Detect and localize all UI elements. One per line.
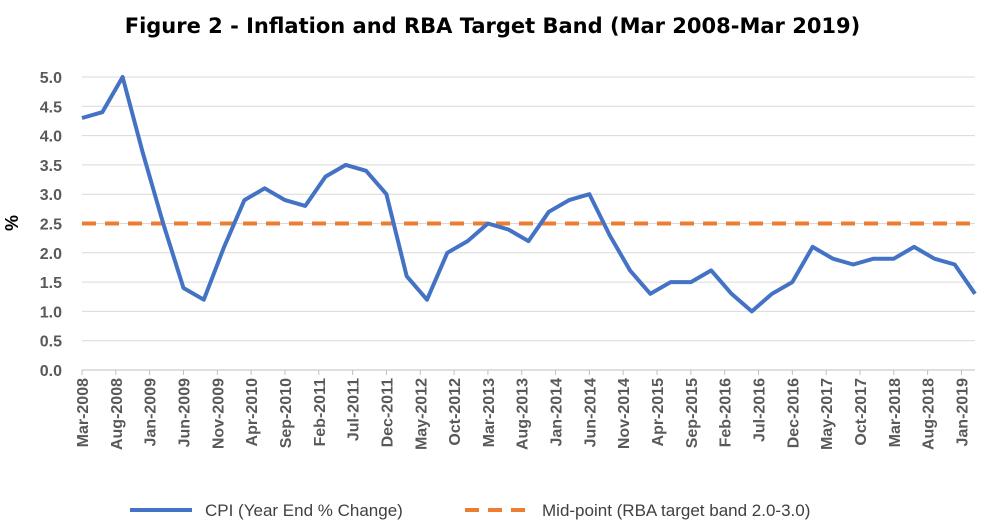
y-tick-label: 1.5 bbox=[40, 275, 62, 292]
y-tick-label: 3.5 bbox=[40, 158, 62, 175]
series-group bbox=[81, 75, 977, 314]
x-tick-label: Jul-2016 bbox=[752, 378, 769, 442]
x-tick-label: Dec-2011 bbox=[379, 378, 396, 447]
x-tick-label: Apr-2010 bbox=[244, 378, 261, 447]
y-axis-ticks: 0.0 0.5 1.0 1.5 2.0 2.5 3.0 3.5 4.0 4.5 5.0 bbox=[40, 70, 62, 380]
x-tick-label: Nov-2014 bbox=[616, 378, 633, 449]
x-tick-label: Aug-2008 bbox=[109, 378, 126, 450]
series-line-0 bbox=[81, 75, 977, 314]
x-tick-label: Dec-2016 bbox=[785, 378, 802, 448]
x-tick-label: Sep-2015 bbox=[684, 378, 701, 448]
x-tick-label: Jun-2014 bbox=[582, 378, 599, 447]
x-tick-label: Oct-2017 bbox=[853, 378, 870, 446]
x-tick-label: Jan-2019 bbox=[954, 378, 971, 447]
y-tick-label: 2.0 bbox=[40, 246, 62, 263]
x-tick-label: Apr-2015 bbox=[650, 378, 667, 447]
x-tick-label: Jun-2009 bbox=[176, 378, 193, 447]
x-tick-label: Oct-2012 bbox=[447, 378, 464, 446]
chart-title: Figure 2 - Inflation and RBA Target Band… bbox=[124, 14, 861, 38]
legend-label-1: Mid-point (RBA target band 2.0-3.0) bbox=[542, 501, 810, 520]
x-tick-label: Jan-2014 bbox=[549, 378, 566, 447]
y-tick-label: 1.0 bbox=[40, 304, 62, 321]
gridlines bbox=[82, 76, 975, 342]
x-tick-label: Mar-2008 bbox=[75, 378, 92, 447]
x-tick-label: Mar-2018 bbox=[887, 378, 904, 447]
legend: CPI (Year End % Change) Mid-point (RBA ta… bbox=[130, 501, 810, 520]
x-tick-label: May-2012 bbox=[413, 378, 430, 450]
y-tick-label: 0.5 bbox=[40, 334, 62, 351]
x-tick-label: Jan-2009 bbox=[143, 378, 160, 447]
x-tick-label: Aug-2013 bbox=[515, 378, 532, 450]
y-tick-label: 4.5 bbox=[40, 99, 62, 116]
y-tick-label: 5.0 bbox=[40, 70, 62, 87]
legend-label-0: CPI (Year End % Change) bbox=[205, 501, 403, 520]
y-tick-label: 2.5 bbox=[40, 217, 62, 234]
y-tick-label: 4.0 bbox=[40, 129, 62, 146]
y-tick-label: 0.0 bbox=[40, 363, 62, 380]
x-axis-ticks: Mar-2008 Aug-2008 Jan-2009 Jun-2009 Nov-2009… bbox=[75, 370, 971, 450]
x-tick-label: May-2017 bbox=[819, 378, 836, 450]
x-tick-label: Mar-2013 bbox=[481, 378, 498, 447]
x-tick-label: Jul-2011 bbox=[346, 378, 363, 441]
x-tick-label: Feb-2011 bbox=[312, 378, 329, 447]
y-tick-label: 3.0 bbox=[40, 187, 62, 204]
x-tick-label: Nov-2009 bbox=[210, 378, 227, 449]
x-tick-label: Aug-2018 bbox=[921, 378, 938, 450]
y-axis-label: % bbox=[2, 215, 22, 231]
x-tick-label: Sep-2010 bbox=[278, 378, 295, 448]
x-tick-label: Feb-2016 bbox=[718, 378, 735, 447]
